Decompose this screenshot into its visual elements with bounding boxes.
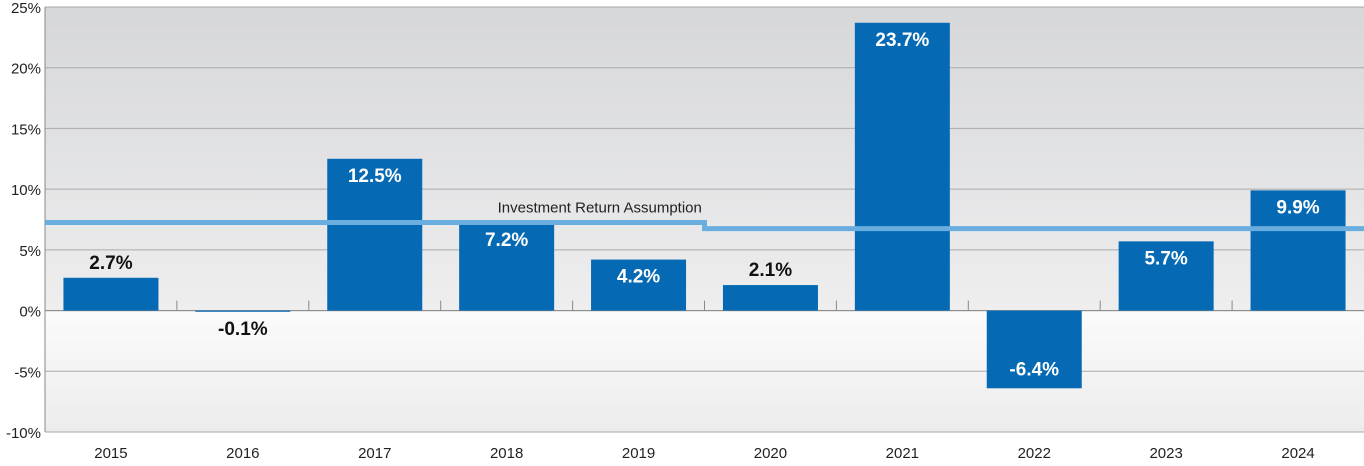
value-label: 7.2% <box>485 230 528 251</box>
plot-background <box>45 7 1364 432</box>
value-label: 2.1% <box>749 260 792 281</box>
y-tick-label: 10% <box>11 182 41 199</box>
x-tick-label: 2017 <box>358 445 391 462</box>
y-tick-label: -10% <box>6 425 41 442</box>
x-tick-label: 2018 <box>490 445 523 462</box>
reference-label: Investment Return Assumption <box>498 200 702 217</box>
x-tick-label: 2015 <box>94 445 127 462</box>
bar <box>1118 241 1214 311</box>
y-tick-label: 5% <box>19 243 41 260</box>
bar <box>63 277 159 311</box>
bar <box>854 22 950 311</box>
bar <box>327 158 423 311</box>
value-label: 23.7% <box>875 30 929 51</box>
bar <box>986 310 1082 389</box>
bar <box>195 310 291 312</box>
value-label: 5.7% <box>1144 248 1187 269</box>
value-label: 2.7% <box>89 253 132 274</box>
x-tick-label: 2016 <box>226 445 259 462</box>
value-label: -0.1% <box>218 319 268 340</box>
bar <box>1250 190 1346 311</box>
x-tick-label: 2021 <box>886 445 919 462</box>
x-tick-label: 2019 <box>622 445 655 462</box>
y-tick-label: -5% <box>14 364 41 381</box>
x-tick-label: 2023 <box>1149 445 1182 462</box>
x-tick-label: 2022 <box>1018 445 1051 462</box>
value-label: 4.2% <box>617 267 660 288</box>
value-label: 9.9% <box>1276 197 1319 218</box>
bar <box>459 223 555 311</box>
y-tick-label: 20% <box>11 61 41 78</box>
value-label: -6.4% <box>1009 359 1059 380</box>
x-tick-label: 2024 <box>1281 445 1314 462</box>
value-label: 12.5% <box>348 166 402 187</box>
y-tick-label: 25% <box>11 0 41 17</box>
y-tick-label: 0% <box>19 304 41 321</box>
reference-line <box>45 220 1364 232</box>
y-tick-label: 15% <box>11 121 41 138</box>
bar <box>722 285 818 311</box>
x-tick-label: 2020 <box>754 445 787 462</box>
bar <box>591 259 687 311</box>
